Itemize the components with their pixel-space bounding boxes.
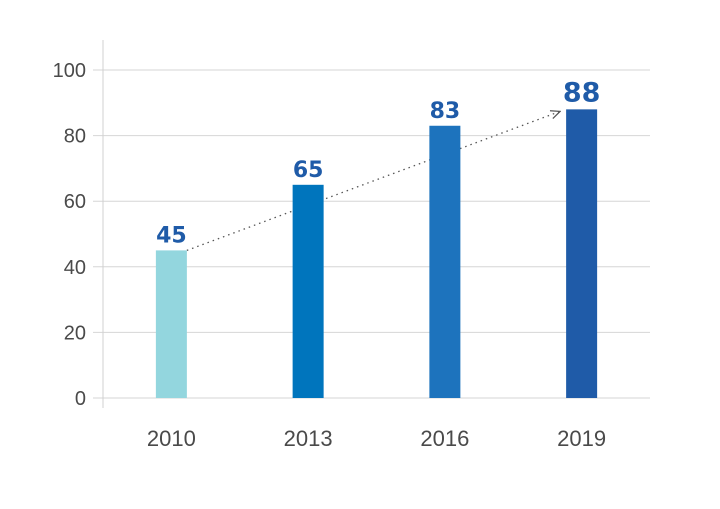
- data-labels: 45 65 83 88: [156, 77, 600, 248]
- y-tick-label: 100: [53, 60, 86, 82]
- bar-2010: [155, 250, 187, 398]
- bar-2016: [429, 125, 461, 398]
- data-label: 45: [156, 223, 187, 248]
- data-label: 65: [293, 158, 324, 183]
- trend-arrow: [186, 111, 560, 252]
- x-tick-label: 2013: [284, 426, 333, 451]
- data-label: 88: [563, 77, 601, 108]
- y-tick-label: 80: [64, 126, 86, 148]
- y-tick-labels: 0 20 40 60 80 100: [53, 60, 86, 410]
- data-label: 83: [430, 99, 461, 124]
- x-tick-label: 2019: [557, 426, 606, 451]
- x-tick-label: 2010: [147, 426, 196, 451]
- x-category-labels: 2010 2013 2016 2019: [147, 426, 606, 451]
- y-tick-label: 20: [64, 322, 86, 344]
- bar-2013: [292, 184, 324, 398]
- y-tick-label: 60: [64, 191, 86, 213]
- x-tick-label: 2016: [420, 426, 469, 451]
- bars: [155, 109, 598, 399]
- bar-2019: [566, 109, 598, 399]
- y-tick-label: 40: [64, 257, 86, 279]
- y-tick-label: 0: [75, 388, 86, 410]
